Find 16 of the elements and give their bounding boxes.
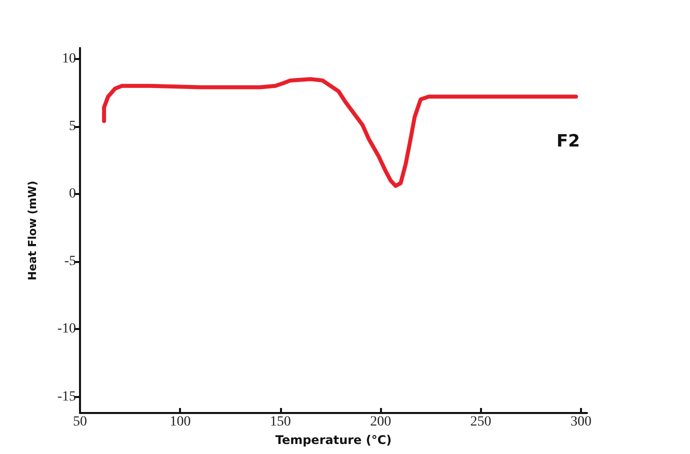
x-tick-label: 200 [370,414,392,430]
y-tick-label: -10 [57,322,76,337]
x-tick-label: 100 [170,414,191,430]
line-series [102,77,578,188]
x-tick-label: 50 [73,414,87,430]
x-tick-label: 250 [470,414,492,430]
y-tick-label: 10 [62,51,76,66]
y-tick-label: -15 [57,389,76,404]
y-tick-label: -5 [64,254,76,270]
y-axis-title: Heat Flow (mW) [26,180,39,280]
y-tick-label: 5 [69,118,76,134]
y-tick-label: 0 [69,186,76,202]
x-tick-label: 150 [270,414,291,430]
annotation: F2 [556,132,580,152]
x-axis-title: Temperature (°C) [275,432,392,447]
x-tick-label: 300 [570,414,592,430]
